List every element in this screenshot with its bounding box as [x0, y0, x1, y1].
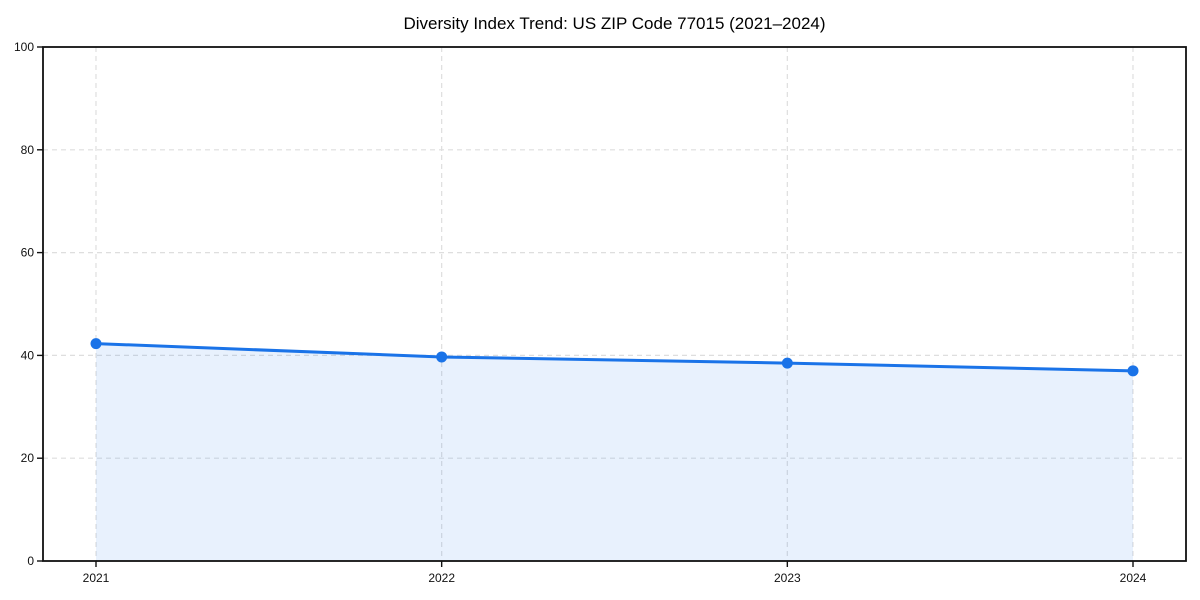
chart-title: Diversity Index Trend: US ZIP Code 77015…	[403, 14, 826, 33]
plot-border	[42, 46, 1187, 562]
y-tick-label: 100	[14, 40, 34, 54]
data-point-2021	[90, 338, 102, 350]
series-line	[94, 342, 1135, 373]
y-tick-label: 40	[21, 348, 35, 362]
y-tick-label: 80	[21, 143, 35, 157]
data-point-2024	[1127, 365, 1139, 377]
y-tick-label: 60	[21, 246, 35, 260]
y-tick-label: 20	[21, 451, 35, 465]
data-markers	[90, 338, 1139, 377]
axes-box	[42, 46, 1187, 562]
data-point-2023	[781, 357, 793, 369]
x-tick-label: 2024	[1120, 571, 1147, 585]
x-tick-label: 2021	[83, 571, 110, 585]
trend-line	[94, 342, 1135, 373]
x-tick-label: 2023	[774, 571, 801, 585]
tick-labels: 0 20 40 60 80 100 2021 2022 2023 2024	[14, 40, 1147, 585]
data-point-2022	[436, 351, 448, 363]
x-tick-label: 2022	[428, 571, 455, 585]
series-area	[96, 343, 1133, 561]
tick-marks	[37, 46, 1134, 567]
area-fill	[96, 343, 1133, 561]
gridlines	[43, 47, 1186, 561]
y-tick-label: 0	[27, 554, 34, 568]
